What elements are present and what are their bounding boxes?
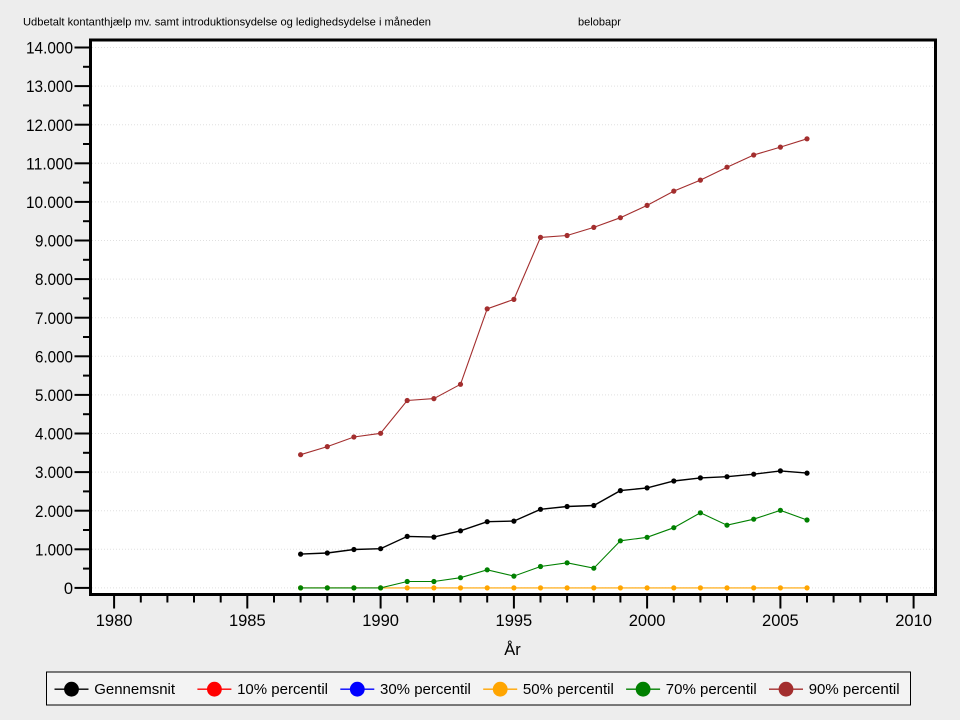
svg-text:10% percentil: 10% percentil [237,681,328,698]
svg-text:9.000: 9.000 [35,233,73,251]
svg-text:4.000: 4.000 [35,426,73,444]
svg-text:1995: 1995 [496,612,533,630]
svg-text:Gennemsnit: Gennemsnit [94,681,176,698]
svg-text:2005: 2005 [762,612,799,630]
svg-text:12.000: 12.000 [26,117,73,135]
svg-text:2010: 2010 [895,612,932,630]
svg-text:13.000: 13.000 [26,78,73,96]
svg-text:1990: 1990 [362,612,399,630]
svg-text:2000: 2000 [629,612,666,630]
svg-text:belobapr: belobapr [578,17,621,29]
svg-text:0: 0 [64,580,73,598]
svg-text:10.000: 10.000 [26,194,73,212]
svg-text:1985: 1985 [229,612,266,630]
svg-text:7.000: 7.000 [35,310,73,328]
svg-text:5.000: 5.000 [35,387,73,405]
svg-text:70% percentil: 70% percentil [666,681,757,698]
svg-text:90% percentil: 90% percentil [809,681,900,698]
svg-text:50% percentil: 50% percentil [523,681,614,698]
svg-text:År: År [504,640,521,659]
svg-text:3.000: 3.000 [35,464,73,482]
svg-text:11.000: 11.000 [26,155,73,173]
svg-text:6.000: 6.000 [35,348,73,366]
svg-text:14.000: 14.000 [26,40,73,58]
svg-text:8.000: 8.000 [35,271,73,289]
svg-text:1.000: 1.000 [35,541,73,559]
svg-text:1980: 1980 [96,612,133,630]
svg-text:30% percentil: 30% percentil [380,681,471,698]
svg-text:2.000: 2.000 [35,503,73,521]
svg-text:Udbetalt kontanthjælp mv. samt: Udbetalt kontanthjælp mv. samt introdukt… [23,17,431,29]
